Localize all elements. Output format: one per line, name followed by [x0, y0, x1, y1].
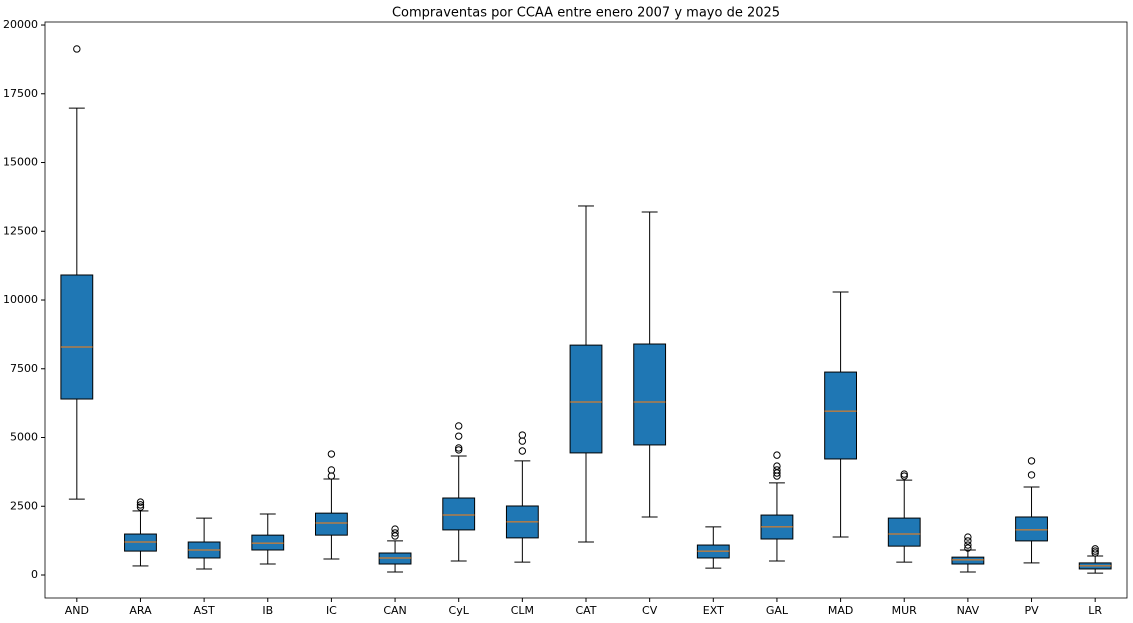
x-tick-label: MAD — [828, 604, 854, 617]
outlier — [73, 45, 81, 53]
box — [378, 552, 412, 565]
box — [824, 371, 857, 460]
x-tick-label: IC — [326, 604, 337, 617]
y-tick-label: 5000 — [10, 431, 38, 444]
outlier — [455, 422, 463, 430]
x-tick-label: CV — [642, 604, 658, 617]
x-tick-label: PV — [1024, 604, 1039, 617]
outlier — [136, 503, 145, 511]
outlier — [455, 446, 463, 454]
y-tick-label: 17500 — [3, 87, 38, 100]
x-tick-label: GAL — [766, 604, 789, 617]
outlier — [773, 451, 781, 459]
outlier — [773, 466, 781, 474]
outlier — [964, 541, 972, 549]
x-tick-label: CAN — [383, 604, 406, 617]
x-tick-label: CyL — [449, 604, 470, 617]
outlier — [455, 444, 463, 452]
y-tick-label: 7500 — [10, 362, 38, 375]
box — [1015, 516, 1048, 542]
y-tick-label: 15000 — [3, 156, 38, 169]
outlier — [327, 472, 336, 480]
x-tick-label: LR — [1088, 604, 1102, 617]
x-tick-label: EXT — [703, 604, 724, 617]
outlier — [136, 498, 145, 506]
box — [442, 497, 476, 531]
x-tick-label: AND — [65, 604, 89, 617]
x-tick-label: ARA — [129, 604, 152, 617]
box — [60, 274, 94, 400]
outlier — [1091, 545, 1099, 553]
x-tick-label: IB — [262, 604, 273, 617]
outlier — [1027, 457, 1036, 465]
outlier — [900, 472, 908, 480]
outlier — [964, 544, 972, 552]
outlier — [1091, 547, 1099, 555]
outlier — [773, 462, 781, 470]
outlier — [391, 529, 399, 537]
outlier — [964, 537, 972, 545]
outlier — [518, 437, 527, 445]
outlier — [964, 533, 972, 541]
y-tick-label: 12500 — [3, 224, 38, 237]
box — [124, 533, 157, 552]
box — [315, 512, 348, 536]
outlier — [1091, 549, 1099, 557]
box — [887, 517, 921, 547]
x-tick-label: CLM — [511, 604, 534, 617]
outlier — [136, 501, 145, 509]
outlier — [900, 470, 908, 478]
x-tick-label: CAT — [575, 604, 596, 617]
outlier — [391, 525, 399, 533]
y-tick-label: 2500 — [10, 499, 38, 512]
y-tick-label: 10000 — [3, 293, 38, 306]
box — [251, 534, 285, 551]
outlier — [327, 450, 336, 458]
box — [951, 556, 985, 565]
box — [633, 343, 667, 446]
y-tick-label: 0 — [31, 568, 38, 581]
x-tick-label: AST — [194, 604, 216, 617]
x-tick-label: NAV — [957, 604, 980, 617]
y-tick-label: 20000 — [3, 18, 38, 31]
outlier — [327, 466, 336, 474]
box — [569, 344, 603, 454]
outlier — [1027, 471, 1036, 479]
outlier — [518, 431, 527, 439]
chart-title: Compraventas por CCAA entre enero 2007 y… — [392, 6, 780, 21]
outlier — [455, 432, 463, 440]
x-tick-label: MUR — [892, 604, 918, 617]
outlier — [518, 447, 527, 455]
